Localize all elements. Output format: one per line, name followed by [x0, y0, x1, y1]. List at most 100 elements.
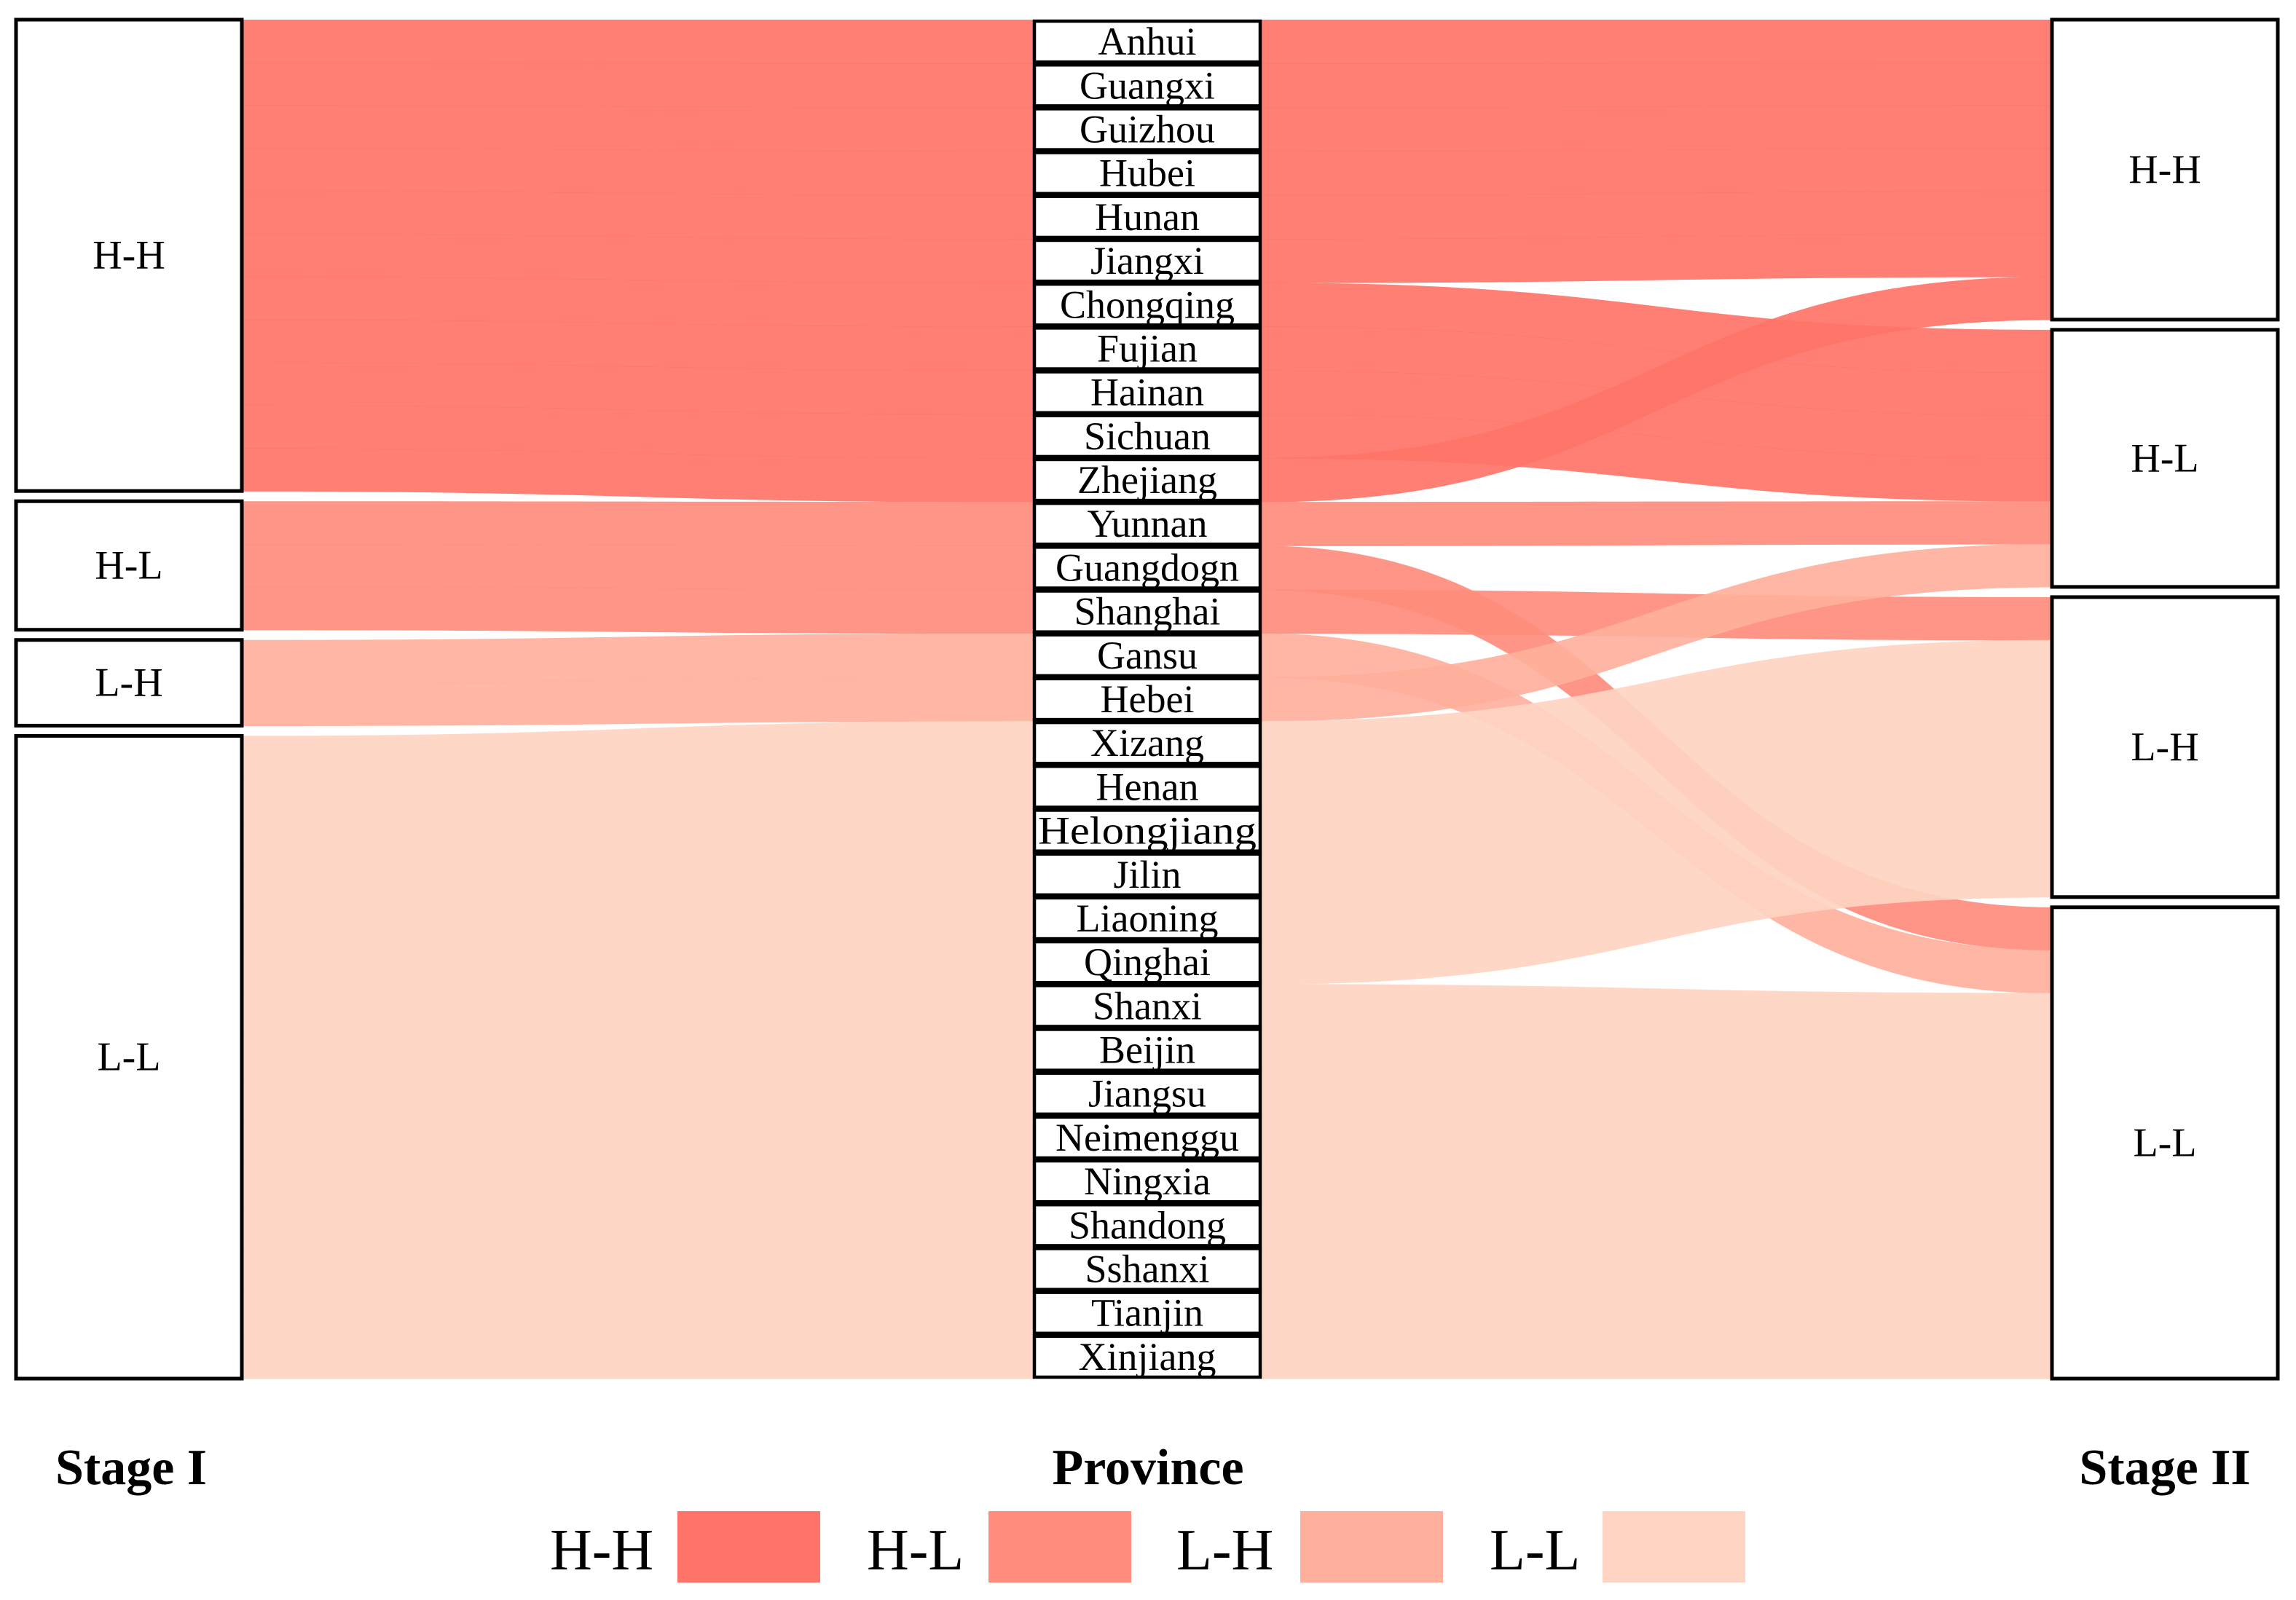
flow-left-xinjiang	[242, 1334, 1034, 1379]
province-box-hainan	[1032, 370, 1262, 414]
province-box-qinghai	[1032, 939, 1262, 985]
stage2-node-ll	[2050, 905, 2280, 1381]
province-label-shanxi: Shanxi	[1093, 984, 1202, 1028]
legend-swatch-ll	[1603, 1511, 1745, 1583]
province-label-gansu: Gansu	[1097, 634, 1198, 677]
stage1-node-lh	[14, 638, 244, 728]
province-label-guizhou: Guizhou	[1080, 107, 1215, 151]
flow-left-sichuan	[242, 405, 1034, 459]
province-box-gansu	[1032, 633, 1262, 678]
flow-right-guizhou	[1260, 105, 2052, 152]
province-label-jilin: Jilin	[1113, 853, 1181, 896]
province-box-sichuan	[1032, 414, 1262, 459]
province-label-neimenggu: Neimenggu	[1055, 1116, 1239, 1159]
province-box-beijin	[1032, 1028, 1262, 1072]
flow-left-jilin	[242, 852, 1034, 908]
stage2-node-hl	[2050, 328, 2280, 589]
flow-right-henan	[1260, 682, 2052, 810]
flow-right-beijin	[1260, 1028, 2052, 1079]
flow-left-guangxi	[242, 62, 1034, 108]
flow-left-chongqing	[242, 277, 1034, 327]
province-box-fujian	[1032, 326, 1262, 371]
flow-right-sshanxi	[1260, 1247, 2052, 1293]
province-label-hebei: Hebei	[1101, 677, 1195, 721]
legend-swatch-hh	[677, 1511, 820, 1583]
province-label-ningxia: Ningxia	[1084, 1159, 1211, 1203]
province-label-shandong: Shandong	[1069, 1203, 1226, 1247]
flow-left-anhui	[242, 20, 1034, 64]
province-box-henan	[1032, 765, 1262, 809]
flow-right-tianjin	[1260, 1290, 2052, 1336]
province-label-shanghai: Shanghai	[1074, 590, 1221, 634]
flow-right-hebei	[1260, 544, 2052, 722]
province-box-guizhou	[1032, 107, 1262, 151]
flow-left-sshanxi	[242, 1247, 1034, 1293]
flow-left-jiangsu	[242, 1071, 1034, 1122]
province-label-fujian: Fujian	[1097, 326, 1198, 370]
stage2-node-hh	[2050, 17, 2280, 322]
flow-right-liaoning	[1260, 811, 2052, 941]
province-box-zhejiang	[1032, 457, 1262, 503]
flow-right-shandong	[1260, 1203, 2052, 1251]
stage1-node-label-ll: L-L	[97, 1035, 160, 1080]
stage1-node-hl	[14, 499, 244, 632]
legend-label-ll: L-L	[1490, 1518, 1580, 1583]
flow-left-liaoning	[242, 896, 1034, 951]
flow-left-qinghai	[242, 940, 1034, 994]
flow-right-helongjiang	[1260, 725, 2052, 854]
flow-left-yunnan	[242, 501, 1034, 546]
province-label-qinghai: Qinghai	[1084, 940, 1211, 984]
flow-right-qinghai	[1260, 854, 2052, 985]
flow-left-ningxia	[242, 1159, 1034, 1208]
province-box-xizang	[1032, 720, 1262, 765]
flow-right-zhejiang	[1260, 277, 2052, 503]
flow-left-hubei	[242, 148, 1034, 196]
flow-right-hainan	[1260, 370, 2052, 459]
province-box-guangxi	[1032, 63, 1262, 108]
province-box-hunan	[1032, 194, 1262, 240]
flow-right-xizang	[1260, 639, 2052, 765]
province-box-jiangxi	[1032, 238, 1262, 283]
stage2-node-label-lh: L-H	[2131, 725, 2198, 770]
flow-right-hunan	[1260, 191, 2052, 240]
flow-left-beijin	[242, 1028, 1034, 1079]
stage1-node-label-hl: H-L	[95, 543, 162, 588]
province-box-jiangsu	[1032, 1071, 1262, 1116]
flow-left-shanghai	[242, 586, 1034, 634]
legend: H-H H-L L-H L-L	[550, 1511, 1745, 1583]
stage2-node-label-hh: H-H	[2128, 147, 2201, 192]
flow-left-hainan	[242, 362, 1034, 415]
province-box-xinjiang	[1032, 1334, 1262, 1379]
legend-swatch-hl	[988, 1511, 1131, 1583]
flows-layer	[242, 20, 2052, 1379]
province-label-liaoning: Liaoning	[1077, 896, 1219, 940]
flow-left-hebei	[242, 677, 1034, 727]
stage1-node-hh	[14, 17, 244, 493]
flow-right-ningxia	[1260, 1159, 2052, 1208]
province-label-hunan: Hunan	[1095, 195, 1200, 239]
stage2-node-label-ll: L-L	[2133, 1120, 2196, 1165]
legend-label-hh: H-H	[550, 1518, 653, 1583]
stage1-node-ll	[14, 733, 244, 1381]
flow-left-hunan	[242, 191, 1034, 240]
province-box-guangdogn	[1032, 545, 1262, 590]
flow-left-neimenggu	[242, 1115, 1034, 1165]
province-label-hainan: Hainan	[1090, 371, 1204, 414]
province-box-yunnan	[1032, 501, 1262, 546]
legend-label-lh: L-H	[1176, 1518, 1273, 1583]
province-box-tianjin	[1032, 1290, 1262, 1336]
province-label-yunnan: Yunnan	[1088, 502, 1208, 545]
province-box-shanxi	[1032, 984, 1262, 1028]
flow-left-zhejiang	[242, 448, 1034, 503]
flow-right-jiangsu	[1260, 1071, 2052, 1122]
province-label-anhui: Anhui	[1098, 20, 1197, 63]
province-label-jiangsu: Jiangsu	[1088, 1072, 1206, 1116]
flow-right-neimenggu	[1260, 1115, 2052, 1165]
province-box-hubei	[1032, 151, 1262, 196]
stage2-node-label-hl: H-L	[2131, 436, 2198, 481]
province-label-hubei: Hubei	[1099, 151, 1195, 195]
stage1-node-label-hh: H-H	[93, 233, 165, 278]
province-box-jilin	[1032, 852, 1262, 897]
flow-left-helongjiang	[242, 808, 1034, 865]
